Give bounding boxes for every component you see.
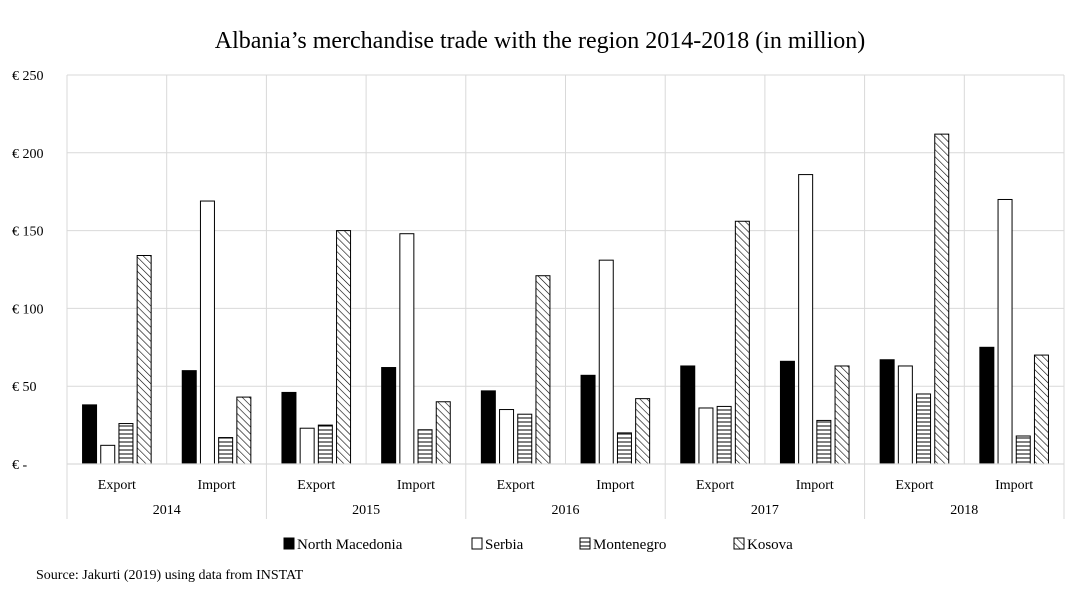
y-tick-label: € 50 [12,380,37,395]
bar-north-macedonia [281,391,297,465]
x-tick-label: Import [596,478,634,493]
bar-kosova [734,220,750,465]
bar-montenegro [517,413,533,465]
bar-kosova [934,133,950,465]
bar-serbia [399,233,415,465]
x-tick-label: Import [995,478,1033,493]
x-tick-label: Export [297,478,335,493]
y-tick-label: € 100 [12,302,44,317]
bar-kosova [1033,354,1049,465]
legend-label: Montenegro [593,537,666,553]
bar-montenegro [317,424,333,465]
x-tick-label: Export [497,478,535,493]
bar-montenegro [716,405,732,465]
x-group-label: 2017 [751,503,779,518]
bar-north-macedonia [779,360,795,465]
legend: North Macedonia Serbia Montenegro Kosova [283,537,793,553]
legend-label: North Macedonia [297,537,403,553]
bar-montenegro [916,393,932,465]
y-axis-ticks: € - € 50 € 100 € 150 € 200 € 250 [12,69,44,473]
legend-label: Serbia [485,537,524,553]
bar-kosova [336,230,352,465]
legend-label: Kosova [747,537,793,553]
x-tick-label: Export [895,478,933,493]
bar-north-macedonia [181,370,197,465]
legend-swatch-kosova [733,537,745,550]
bar-montenegro [218,437,234,465]
x-tick-label: Export [696,478,734,493]
bar-serbia [299,427,315,465]
y-tick-label: € 250 [12,69,44,84]
bar-serbia [598,259,614,465]
gridlines [66,74,1065,465]
x-tick-label: Export [98,478,136,493]
bar-north-macedonia [979,346,995,465]
bar-montenegro [616,432,632,465]
legend-swatch-montenegro [579,537,591,550]
x-tick-label: Import [397,478,435,493]
bar-serbia [100,444,116,465]
bar-montenegro [118,423,134,465]
bar-north-macedonia [879,359,895,465]
bar-north-macedonia [580,374,596,465]
bar-kosova [834,365,850,465]
bar-north-macedonia [82,404,98,465]
bar-montenegro [417,429,433,465]
bar-serbia [997,198,1013,465]
source-note: Source: Jakurti (2019) using data from I… [36,568,304,583]
x-group-label: 2018 [950,503,978,518]
x-group-label: 2014 [153,503,181,518]
legend-swatch-north-macedonia [283,537,295,550]
legend-swatch-serbia [471,537,483,550]
y-tick-label: € 150 [12,225,44,240]
bar-serbia [897,365,913,465]
bar-montenegro [1015,435,1031,465]
x-group-label: 2016 [552,503,580,518]
bar-kosova [435,401,451,465]
x-tick-label: Import [796,478,834,493]
chart-title: Albania’s merchandise trade with the reg… [214,28,866,54]
y-tick-label: € - [12,458,28,473]
bar-serbia [199,200,215,465]
bars [82,133,1049,465]
bar-serbia [499,409,515,465]
bar-north-macedonia [680,365,696,465]
x-group-label: 2015 [352,503,380,518]
bar-kosova [236,396,252,465]
bar-kosova [535,275,551,465]
bar-serbia [798,174,814,465]
bar-north-macedonia [480,390,496,465]
bar-serbia [698,407,714,465]
y-tick-label: € 200 [12,147,44,162]
bar-kosova [136,254,152,465]
x-tick-label: Import [197,478,235,493]
bar-montenegro [816,419,832,465]
x-axis: Export Import Export Import Export Import Expo… [66,463,1065,519]
bar-north-macedonia [381,367,397,465]
bar-kosova [635,398,651,465]
